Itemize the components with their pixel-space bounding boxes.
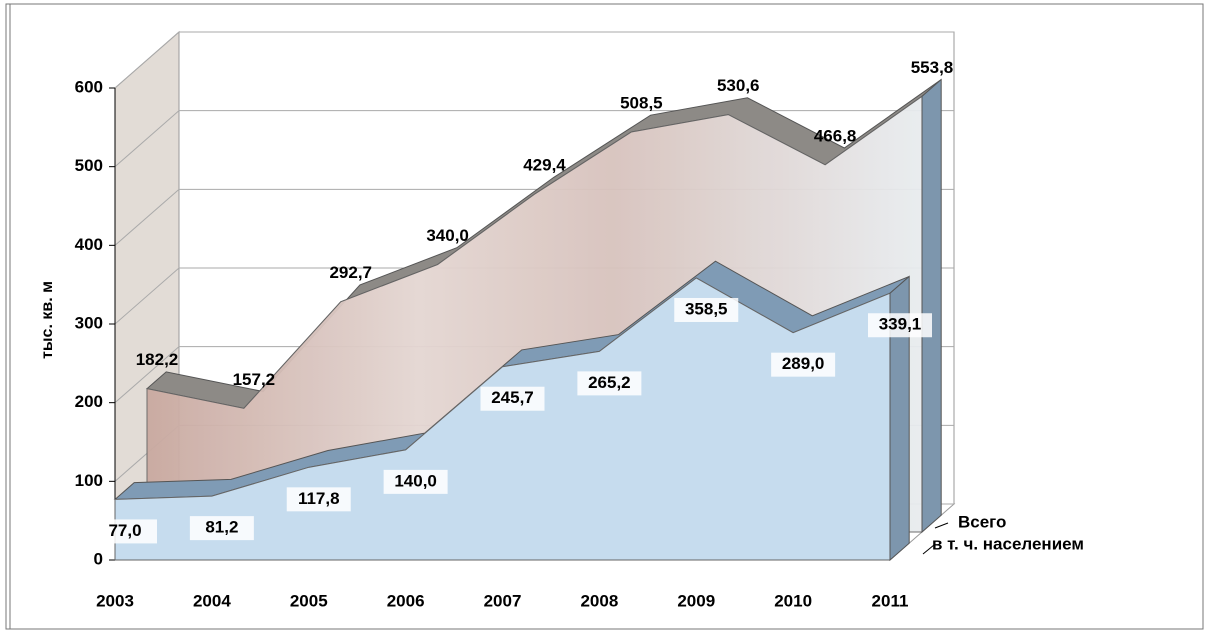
value-label: 466,8 [814,126,857,145]
x-tick-label: 2009 [677,591,715,610]
value-label: 245,7 [491,388,534,407]
y-tick-label: 400 [75,235,103,254]
value-label: 339,1 [879,315,922,334]
y-tick-label: 100 [75,471,103,490]
x-tick-label: 2006 [387,591,425,610]
value-label: 429,4 [523,156,566,175]
value-label: 265,2 [588,373,631,392]
value-label: 140,0 [394,471,437,490]
y-tick-label: 300 [75,313,103,332]
x-tick-label: 2004 [193,591,231,610]
value-label: 157,2 [233,370,276,389]
x-tick-label: 2003 [96,591,134,610]
value-label: 553,8 [911,58,954,77]
value-label: 81,2 [205,518,238,537]
x-tick-label: 2010 [774,591,812,610]
y-tick-label: 500 [75,156,103,175]
x-tick-label: 2005 [290,591,328,610]
value-label: 289,0 [782,354,825,373]
x-tick-label: 2008 [580,591,618,610]
chart: тыс. кв. м 0 100 200 300 400 500 600 182,2 157,2… [0,0,1208,633]
value-label: 182,2 [136,350,179,369]
value-label: 340,0 [426,226,469,245]
y-tick-label: 0 [94,549,103,568]
value-label: 508,5 [620,93,663,112]
value-label: 530,6 [717,76,760,95]
legend-label: в т. ч. населением [932,534,1084,553]
value-label: 77,0 [108,521,141,540]
value-label: 117,8 [298,489,340,508]
legend-label: Всего [958,512,1006,531]
area-side [922,80,941,532]
y-tick-label: 600 [75,77,103,96]
value-label: 358,5 [685,299,728,318]
y-axis-title: тыс. кв. м [39,281,56,359]
y-tick-label: 200 [75,392,103,411]
x-tick-label: 2011 [872,591,909,610]
legend-tick [935,523,948,528]
value-label: 292,7 [329,263,372,282]
x-tick-label: 2007 [484,591,522,610]
